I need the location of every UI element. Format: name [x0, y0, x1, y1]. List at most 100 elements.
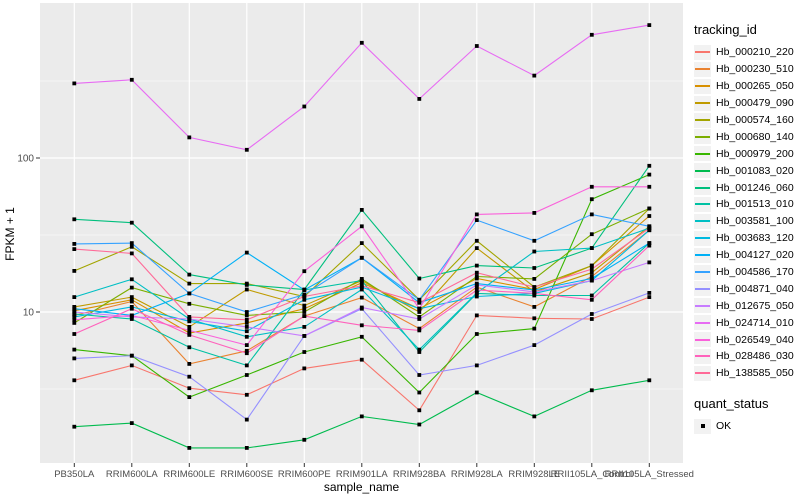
data-point [244, 325, 249, 329]
data-point [647, 228, 652, 233]
legend-key-swatch [694, 95, 711, 111]
legend-key-line-icon [695, 51, 710, 54]
quant-ok-key [694, 418, 711, 434]
legend-entry-Hb_026549_040: Hb_026549_040 [694, 331, 800, 348]
data-point [129, 313, 134, 318]
legend-key-swatch [694, 112, 711, 128]
data-point [532, 316, 537, 321]
data-point [647, 295, 652, 299]
data-point [302, 437, 307, 442]
data-point [244, 348, 249, 353]
data-point [474, 212, 479, 217]
legend-entry-Hb_028486_030: Hb_028486_030 [694, 348, 800, 365]
legend-entry-Hb_012675_050: Hb_012675_050 [694, 297, 800, 314]
legend-entry-Hb_000479_090: Hb_000479_090 [694, 95, 800, 112]
data-point [589, 270, 594, 275]
data-point [474, 246, 479, 250]
data-point [302, 350, 307, 354]
legend-label: Hb_001513_010 [716, 198, 794, 211]
data-point [417, 297, 422, 302]
data-point [532, 277, 537, 281]
x-tick-label: RRII105LA_Stressed [605, 469, 694, 480]
legend-key-swatch [694, 315, 711, 331]
legend-label: Hb_024714_010 [716, 316, 794, 329]
data-point [187, 395, 192, 399]
data-point [589, 276, 594, 281]
x-tick-label: RRIM928BA [393, 469, 446, 480]
data-point [72, 378, 77, 383]
data-point [244, 446, 249, 450]
data-point [532, 343, 537, 347]
data-point [302, 306, 307, 311]
data-point [647, 224, 652, 229]
data-point [244, 392, 249, 397]
data-point [647, 291, 652, 295]
data-point [647, 172, 652, 177]
legend-label: Hb_000479_090 [716, 97, 794, 110]
data-point [187, 281, 192, 286]
data-point [532, 326, 537, 331]
data-point [129, 251, 134, 256]
legend-entry-Hb_000979_200: Hb_000979_200 [694, 145, 800, 162]
data-point [589, 32, 594, 37]
data-point [129, 241, 134, 245]
x-axis-title: sample_name [323, 480, 400, 494]
legend-label: Hb_026549_040 [716, 333, 794, 346]
data-point [244, 321, 249, 325]
legend-key-swatch [694, 230, 711, 246]
x-tick-label: RRIM600LE [163, 469, 215, 480]
legend-entry-Hb_000574_160: Hb_000574_160 [694, 112, 800, 129]
data-point [129, 297, 134, 302]
data-point [417, 306, 422, 311]
data-point [129, 363, 134, 368]
data-point [187, 345, 192, 350]
legend-key-swatch [694, 247, 711, 263]
legend-key-line-icon [695, 254, 710, 257]
legend-key-swatch [694, 348, 711, 364]
data-point [129, 77, 134, 82]
legend-label: Hb_003683_120 [716, 232, 794, 245]
legend-key-line-icon [695, 85, 710, 88]
legend-entry-Hb_004127_020: Hb_004127_020 [694, 247, 800, 264]
data-point [302, 303, 307, 308]
legend-label: OK [716, 420, 732, 433]
legend-entry-Hb_138585_050: Hb_138585_050 [694, 365, 800, 382]
data-point [302, 297, 307, 302]
data-point [589, 317, 594, 321]
data-point [187, 386, 192, 391]
data-point [129, 353, 134, 358]
data-point [187, 319, 192, 324]
legend-key-line-icon [695, 68, 710, 71]
data-point [129, 285, 134, 290]
data-point [417, 310, 422, 314]
data-point [417, 422, 422, 427]
data-point [474, 283, 479, 287]
data-point [474, 276, 479, 281]
data-point [589, 274, 594, 279]
data-point [129, 220, 134, 225]
data-point [589, 278, 594, 283]
legend-key-swatch [694, 61, 711, 77]
data-point [359, 241, 364, 245]
data-point [589, 246, 594, 250]
black-square-point-icon [700, 424, 705, 429]
data-point [417, 97, 422, 101]
legend-tracking-entries: Hb_000210_220 Hb_000230_510 Hb_000265_050 H… [694, 44, 800, 382]
data-point [359, 255, 364, 260]
legend-label: Hb_001083_020 [716, 164, 794, 177]
data-point [417, 276, 422, 281]
data-point [244, 373, 249, 377]
legend-key-swatch [694, 44, 711, 60]
data-point [187, 135, 192, 140]
legend-key-line-icon [695, 338, 710, 341]
data-point [359, 283, 364, 288]
data-point [72, 315, 77, 319]
data-point [187, 315, 192, 319]
legend-key-line-icon [695, 355, 710, 358]
data-point [647, 378, 652, 383]
data-point [359, 208, 364, 212]
legend-key-line-icon [695, 237, 710, 240]
data-point [72, 295, 77, 299]
legend-entry-Hb_000265_050: Hb_000265_050 [694, 78, 800, 95]
